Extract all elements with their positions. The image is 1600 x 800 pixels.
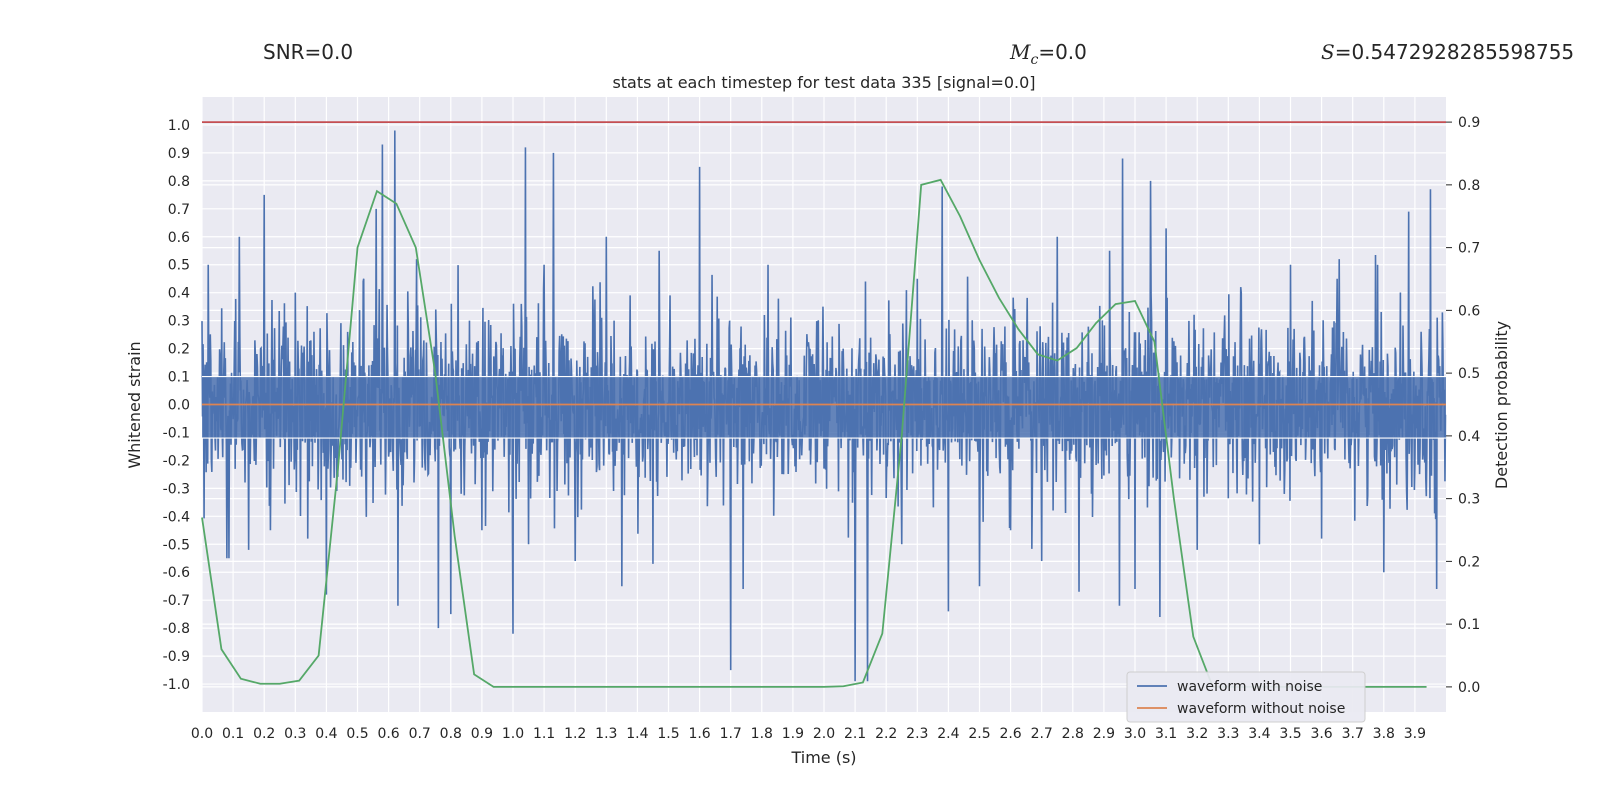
x-tick-label: 0.6: [377, 726, 399, 742]
y-tick-label: 0.6: [168, 230, 190, 246]
y-tick-label: -0.8: [163, 621, 190, 637]
legend-label: waveform with noise: [1177, 679, 1322, 695]
y2-tick-label: 0.7: [1458, 241, 1480, 257]
x-tick-label: 0.8: [440, 726, 462, 742]
x-tick-label: 3.0: [1124, 726, 1146, 742]
x-tick-label: 0.9: [471, 726, 493, 742]
grid: [201, 97, 1446, 712]
x-tick-label: 1.8: [751, 726, 773, 742]
x-tick-label: 1.3: [595, 726, 617, 742]
x-tick-label: 2.3: [906, 726, 928, 742]
x-tick-label: 2.0: [813, 726, 835, 742]
x-tick-label: 1.4: [626, 726, 648, 742]
y-tick-label: 0.3: [168, 314, 190, 330]
y2-tick-label: 0.9: [1458, 115, 1480, 131]
x-tick-label: 0.7: [409, 726, 431, 742]
x-tick-label: 0.1: [222, 726, 244, 742]
legend: waveform with noise waveform without nois…: [1126, 671, 1366, 723]
x-tick-label: 3.2: [1186, 726, 1208, 742]
x-tick-label: 3.1: [1155, 726, 1177, 742]
x-tick-label: 3.9: [1404, 726, 1426, 742]
x-tick-label: 1.1: [533, 726, 555, 742]
x-tick-label: 2.5: [968, 726, 990, 742]
y-tick-label: -0.9: [163, 649, 190, 665]
x-tick-label: 3.6: [1310, 726, 1332, 742]
score-label: S=0.5472928285598755: [1321, 40, 1575, 64]
x-tick-label: 3.4: [1248, 726, 1270, 742]
y2-tick-label: 0.0: [1458, 680, 1480, 696]
x-tick-label: 0.5: [346, 726, 368, 742]
x-axis-label: Time (s): [790, 748, 856, 767]
y-tick-label: -0.2: [163, 453, 190, 469]
x-tick-label: 3.7: [1342, 726, 1364, 742]
chirp-mass-label: Mc=0.0: [1010, 40, 1087, 68]
y2-tick-label: 0.6: [1458, 303, 1480, 319]
y-tick-label: -1.0: [163, 677, 190, 693]
x-tick-label: 0.3: [284, 726, 306, 742]
y-tick-label: 0.2: [168, 342, 190, 358]
x-tick-label: 2.7: [1031, 726, 1053, 742]
y2-tick-label: 0.5: [1458, 366, 1480, 382]
y-tick-label: 1.0: [168, 118, 190, 134]
x-tick-label: 0.0: [191, 726, 213, 742]
y-tick-label: -0.3: [163, 481, 190, 497]
x-tick-label: 0.2: [253, 726, 275, 742]
x-tick-label: 1.0: [502, 726, 524, 742]
y-tick-label: 0.1: [168, 370, 190, 386]
x-tick-label: 2.8: [1062, 726, 1084, 742]
y-tick-label: 0.4: [168, 286, 190, 302]
y2-axis-label: Detection probability: [1492, 321, 1511, 489]
traces: [201, 121, 1447, 688]
x-tick-label: 1.5: [657, 726, 679, 742]
waveform-noise-core: [202, 376, 1446, 439]
axes: 0.0 0.1 0.2 0.3 0.4 0.5 0.6 0.7 0.8 0.9 1.0 1.1 1.2 1…: [163, 115, 1481, 742]
legend-label: waveform without noise: [1177, 701, 1345, 717]
x-tick-label: 1.6: [688, 726, 710, 742]
x-tick-label: 2.1: [844, 726, 866, 742]
y-tick-label: -0.6: [163, 565, 190, 581]
x-tick-label: 3.5: [1279, 726, 1301, 742]
x-tick-label: 2.4: [937, 726, 959, 742]
y2-tick-label: 0.1: [1458, 617, 1480, 633]
snr-label: SNR=0.0: [263, 40, 354, 64]
x-tick-label: 0.4: [315, 726, 337, 742]
x-tick-label: 1.7: [720, 726, 742, 742]
y-tick-label: -0.7: [163, 593, 190, 609]
x-tick-label: 2.6: [999, 726, 1021, 742]
y-tick-label: 0.8: [168, 174, 190, 190]
chart-title: stats at each timestep for test data 335…: [612, 73, 1035, 92]
x-tick-label: 1.2: [564, 726, 586, 742]
y-tick-label: -0.4: [163, 509, 190, 525]
x-tick-label: 2.2: [875, 726, 897, 742]
y-tick-label: 0.7: [168, 202, 190, 218]
y-axis-label: Whitened strain: [125, 341, 144, 468]
y-tick-label: 0.0: [168, 398, 190, 414]
y2-tick-label: 0.8: [1458, 178, 1480, 194]
legend-box: [1126, 671, 1366, 723]
series-detection-probability: [201, 178, 1427, 688]
x-tick-label: 3.8: [1373, 726, 1395, 742]
x-tick-label: 2.9: [1093, 726, 1115, 742]
y2-tick-label: 0.2: [1458, 554, 1480, 570]
y-tick-label: -0.1: [163, 425, 190, 441]
x-tick-label: 1.9: [782, 726, 804, 742]
y-tick-label: 0.9: [168, 146, 190, 162]
y2-tick-label: 0.4: [1458, 429, 1480, 445]
y-tick-label: 0.5: [168, 258, 190, 274]
y2-tick-label: 0.3: [1458, 492, 1480, 508]
y-tick-label: -0.5: [163, 537, 190, 553]
x-tick-label: 3.3: [1217, 726, 1239, 742]
